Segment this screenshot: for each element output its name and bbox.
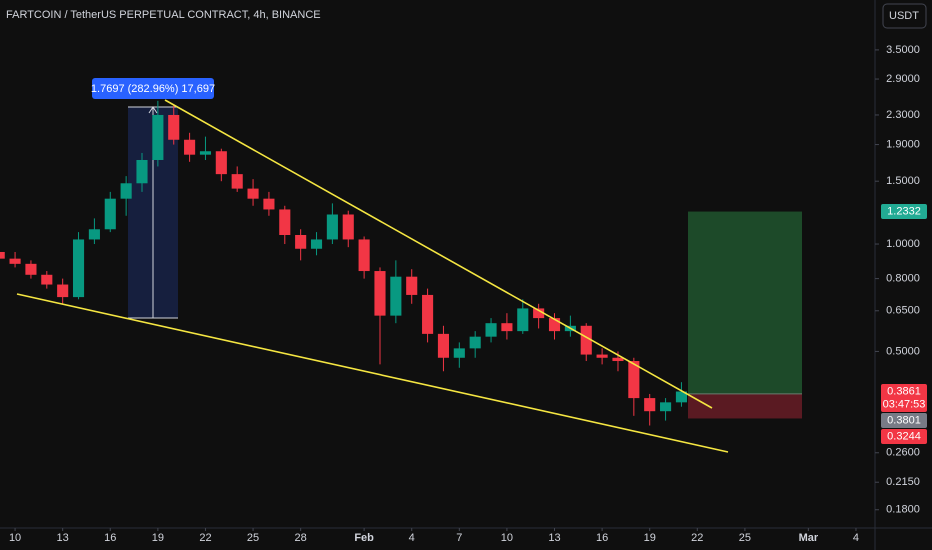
candle-body: [104, 198, 116, 230]
price-label-box: [881, 412, 927, 428]
candle-body: [437, 333, 450, 358]
candle-body: [326, 214, 338, 240]
candle-body: [628, 361, 640, 399]
measure-label: 1.7697 (282.96%) 17,697: [91, 83, 215, 95]
y-tick-label: 2.9000: [886, 73, 920, 85]
candle-body: [453, 348, 465, 358]
x-tick-label: 7: [456, 532, 462, 544]
candle-body: [548, 318, 561, 332]
y-tick-label: 0.2150: [886, 476, 920, 488]
candle-body: [596, 354, 608, 358]
candle-body: [136, 159, 148, 184]
candle-body: [215, 151, 227, 175]
candle-body: [485, 323, 497, 337]
candle-body: [152, 114, 164, 160]
trendlines: [16, 99, 729, 453]
y-tick-label: 0.8000: [886, 273, 920, 285]
candle-body: [295, 235, 307, 249]
currency-label[interactable]: USDT: [889, 10, 919, 22]
candle-body: [517, 308, 529, 332]
candle-body: [231, 174, 243, 189]
candle-body: [247, 188, 259, 199]
candle-body: [279, 209, 291, 236]
candle-body: [310, 239, 323, 249]
candle-body: [374, 271, 386, 316]
candle-body: [390, 276, 402, 316]
currency-button[interactable]: [882, 3, 927, 29]
candle-body: [342, 214, 354, 240]
trendline: [16, 293, 729, 453]
candle-body: [358, 239, 370, 272]
price-label: 1.2332: [887, 205, 921, 217]
x-tick-label: 19: [644, 532, 656, 544]
x-tick-label: 16: [596, 532, 608, 544]
candle-body: [675, 391, 687, 403]
candle-body: [612, 357, 624, 362]
candle-body: [660, 402, 672, 412]
candle-body: [25, 263, 37, 275]
candle-body: [88, 229, 100, 240]
candle-body: [199, 151, 212, 155]
axes: 3.5000 2.9000 2.3000 1.9000 1.5000 1.0000 0.80…: [9, 44, 927, 544]
candle-body: [469, 336, 481, 349]
x-tick-label: 22: [691, 532, 703, 544]
y-tick-label: 2.3000: [886, 109, 920, 121]
x-tick-label: 25: [247, 532, 259, 544]
candle-body: [406, 276, 418, 295]
x-tick-label: 25: [739, 532, 751, 544]
candle-body: [263, 198, 275, 210]
price-label: 0.3861: [887, 385, 921, 397]
y-tick-label: 1.0000: [886, 238, 920, 250]
candle-body: [533, 308, 545, 319]
candle-body: [422, 294, 434, 334]
x-tick-label: 19: [152, 532, 164, 544]
price-label-box: [881, 383, 927, 412]
x-tick-label: 16: [104, 532, 116, 544]
candle-body: [57, 284, 69, 298]
y-tick-label: 1.9000: [886, 138, 920, 150]
measure-label-box: [92, 78, 214, 99]
position-layer: [688, 211, 802, 419]
x-tick-label: 28: [295, 532, 307, 544]
x-tick-label: 4: [853, 532, 859, 544]
y-tick-label: 0.5000: [886, 345, 920, 357]
y-tick-label: 3.5000: [886, 44, 920, 56]
x-tick-label: 4: [409, 532, 415, 544]
x-tick-label: 10: [9, 532, 21, 544]
trendline: [164, 99, 713, 409]
candle-body: [120, 183, 132, 199]
candles: [0, 100, 687, 426]
x-tick-label: 13: [548, 532, 560, 544]
target-zone: [688, 211, 802, 394]
price-label-box: [881, 428, 927, 444]
candle-body: [184, 139, 196, 155]
measure-layer: [128, 106, 178, 319]
y-tick-label: 0.6500: [886, 305, 920, 317]
chart-title: FARTCOIN / TetherUS PERPETUAL CONTRACT, …: [6, 9, 321, 21]
y-tick-label: 0.2600: [886, 447, 920, 459]
candle-body: [72, 239, 85, 298]
candle-body: [41, 274, 53, 285]
candle-body: [168, 114, 180, 140]
price-label: 0.3801: [887, 414, 921, 426]
price-label-box: [881, 204, 927, 220]
price-label: 0.3244: [887, 430, 921, 442]
x-tick-label: Feb: [354, 532, 374, 544]
candle-body: [580, 325, 592, 355]
candle-body: [644, 398, 656, 412]
price-countdown: 03:47:53: [883, 398, 926, 410]
candle-body: [9, 258, 21, 264]
x-tick-label: 13: [57, 532, 69, 544]
x-tick-label: Mar: [799, 532, 819, 544]
y-tick-label: 0.1800: [886, 504, 920, 516]
measure-arrowhead: [148, 106, 158, 114]
x-tick-label: 22: [199, 532, 211, 544]
x-tick-label: 10: [501, 532, 513, 544]
candle-body: [501, 323, 513, 332]
stop-zone: [688, 393, 802, 419]
candle-body: [0, 251, 5, 259]
y-tick-label: 1.5000: [886, 175, 920, 187]
